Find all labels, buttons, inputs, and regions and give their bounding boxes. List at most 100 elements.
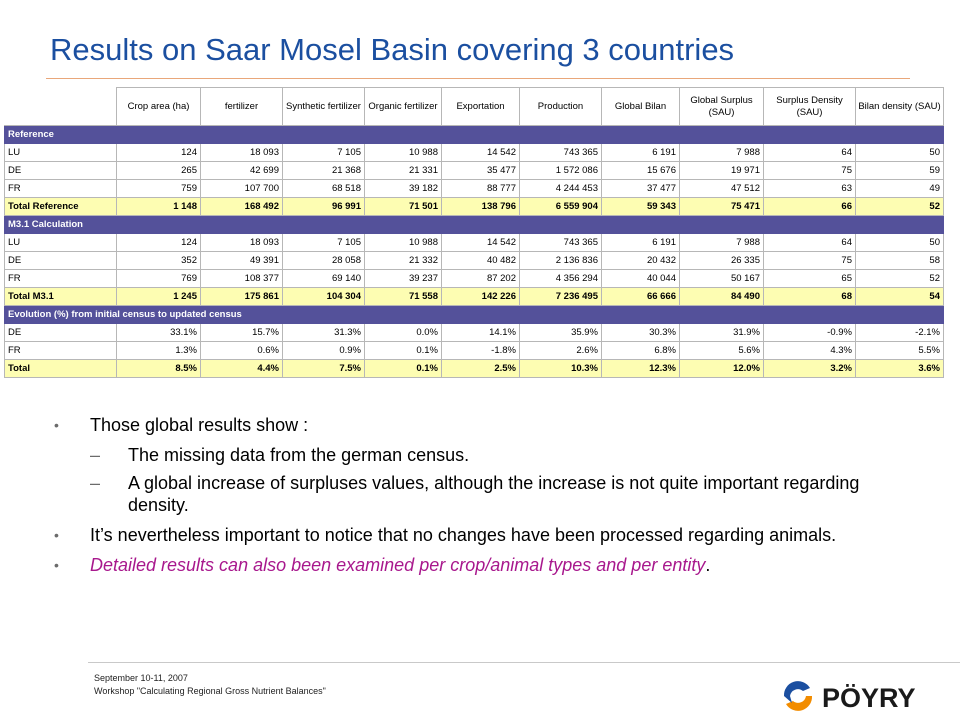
table-cell: 0.0% [364, 323, 442, 342]
bullet-list: • Those global results show : – The miss… [54, 414, 904, 584]
table-cell: 5.6% [679, 341, 764, 360]
column-header: Production [519, 87, 602, 126]
table-cell: 4.4% [200, 359, 283, 378]
table-cell: 65 [763, 269, 856, 288]
table-cell: 265 [116, 161, 201, 180]
table-cell: 87 202 [441, 269, 520, 288]
table-cell: 0.1% [364, 341, 442, 360]
table-cell: 20 432 [601, 251, 680, 270]
table-cell: 1 572 086 [519, 161, 602, 180]
title-divider [46, 78, 910, 79]
table-cell: 2.5% [441, 359, 520, 378]
table-cell: 1 148 [116, 197, 201, 216]
table-cell: 18 093 [200, 233, 283, 252]
sub-bullet-marker: – [90, 445, 101, 465]
table-cell: 35.9% [519, 323, 602, 342]
section-label: Evolution (%) from initial census to upd… [4, 305, 944, 324]
table-cell: 88 777 [441, 179, 520, 198]
column-header: Organic fertilizer [364, 87, 442, 126]
table-cell: 21 368 [282, 161, 365, 180]
bullet-item: • Those global results show : [54, 414, 904, 436]
table-cell: 69 140 [282, 269, 365, 288]
table-cell: 108 377 [200, 269, 283, 288]
bullet-text: It’s nevertheless important to notice th… [90, 525, 837, 545]
table-cell: 52 [855, 197, 944, 216]
table-cell: 75 [763, 251, 856, 270]
bullet-text-emphasis: Detailed results can also been examined … [90, 555, 706, 575]
table-cell: 4 356 294 [519, 269, 602, 288]
slide-title: Results on Saar Mosel Basin covering 3 c… [50, 32, 735, 67]
table-row: LU 124 18 093 7 105 10 988 14 542 743 365 6 191… [4, 143, 944, 162]
bullet-marker: • [54, 527, 59, 543]
table-cell: 14 542 [441, 233, 520, 252]
section-label: M3.1 Calculation [4, 215, 944, 234]
results-table: Crop area (ha) fertilizer Synthetic fertil… [4, 87, 944, 378]
table-cell: 1 245 [116, 287, 201, 306]
row-label: Total M3.1 [4, 287, 117, 306]
poyry-swirl-icon [783, 681, 813, 711]
table-cell: 68 [763, 287, 856, 306]
footer-divider [88, 662, 960, 663]
table-cell: 759 [116, 179, 201, 198]
bullet-text-period: . [705, 555, 711, 575]
section-header-row: Reference [4, 125, 944, 144]
table-cell: 50 167 [679, 269, 764, 288]
row-label: Total Reference [4, 197, 117, 216]
table-cell: 66 666 [601, 287, 680, 306]
sub-bullet-item: – A global increase of surpluses values,… [54, 472, 904, 516]
table-cell: 49 [855, 179, 944, 198]
header-corner [4, 87, 117, 126]
column-header: Global Bilan [601, 87, 680, 126]
table-cell: 175 861 [200, 287, 283, 306]
table-row: DE 33.1% 15.7% 31.3% 0.0% 14.1% 35.9% 30.3% 31.9… [4, 323, 944, 342]
table-cell: 50 [855, 233, 944, 252]
table-cell: 1.3% [116, 341, 201, 360]
table-cell: 15.7% [200, 323, 283, 342]
table-cell: 26 335 [679, 251, 764, 270]
table-cell: 107 700 [200, 179, 283, 198]
table-cell: 39 237 [364, 269, 442, 288]
row-label: FR [4, 341, 117, 360]
sub-bullet-item: – The missing data from the german censu… [54, 444, 904, 466]
column-header: Global Surplus (SAU) [679, 87, 764, 126]
table-cell: 14.1% [441, 323, 520, 342]
table-cell: 33.1% [116, 323, 201, 342]
table-row: FR 769 108 377 69 140 39 237 87 202 4 356 294 4… [4, 269, 944, 288]
poyry-logo: PÖYRY [783, 681, 916, 713]
table-cell: 64 [763, 143, 856, 162]
table-cell: 7 988 [679, 233, 764, 252]
table-cell: 37 477 [601, 179, 680, 198]
bullet-item: • Detailed results can also been examine… [54, 554, 904, 576]
column-header: Surplus Density (SAU) [763, 87, 856, 126]
table-total-row: Total M3.1 1 245 175 861 104 304 71 558 142 2… [4, 287, 944, 306]
table-cell: 352 [116, 251, 201, 270]
table-row: FR 759 107 700 68 518 39 182 88 777 4 244 453 3… [4, 179, 944, 198]
table-cell: 7 105 [282, 143, 365, 162]
column-header: Crop area (ha) [116, 87, 201, 126]
table-cell: 96 991 [282, 197, 365, 216]
table-cell: 40 482 [441, 251, 520, 270]
sub-bullet-marker: – [90, 473, 101, 493]
table-cell: 58 [855, 251, 944, 270]
column-header: Synthetic fertilizer [282, 87, 365, 126]
table-cell: 84 490 [679, 287, 764, 306]
table-cell: 743 365 [519, 143, 602, 162]
table-cell: -0.9% [763, 323, 856, 342]
table-cell: 104 304 [282, 287, 365, 306]
bullet-text: Those global results show : [90, 415, 309, 435]
table-cell: 10.3% [519, 359, 602, 378]
table-cell: 31.3% [282, 323, 365, 342]
column-header: fertilizer [200, 87, 283, 126]
table-cell: 19 971 [679, 161, 764, 180]
table-cell: 124 [116, 143, 201, 162]
table-cell: 52 [855, 269, 944, 288]
table-cell: 124 [116, 233, 201, 252]
table-cell: 2.6% [519, 341, 602, 360]
footer-date: September 10-11, 2007 [94, 673, 188, 683]
table-cell: 15 676 [601, 161, 680, 180]
table-cell: 769 [116, 269, 201, 288]
bullet-item: • It’s nevertheless important to notice … [54, 524, 904, 546]
table-cell: 5.5% [855, 341, 944, 360]
table-row: DE 265 42 699 21 368 21 331 35 477 1 572 086 15… [4, 161, 944, 180]
table-cell: 10 988 [364, 143, 442, 162]
